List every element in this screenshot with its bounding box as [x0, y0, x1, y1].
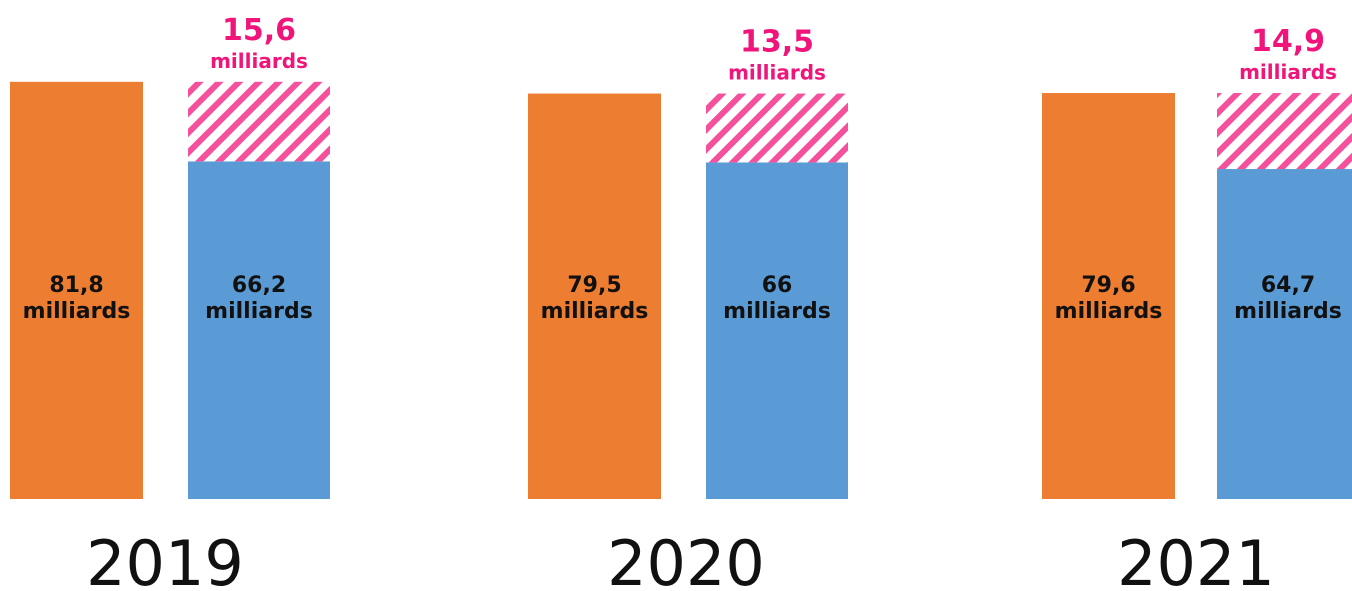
bar-unit-label-2-2021: milliards — [1234, 299, 1342, 324]
gap-value-label-2020: 13,5 — [740, 25, 814, 60]
bar-series-1-2020 — [528, 93, 661, 500]
bar-unit-label-1-2021: milliards — [1055, 299, 1163, 324]
bar-value-label-2-2021: 64,7 — [1261, 273, 1315, 298]
bar-group-2019: 81,8milliards66,2milliards15,6milliards2… — [10, 13, 330, 591]
gap-value-label-2019: 15,6 — [222, 13, 296, 48]
gap-value-label-2021: 14,9 — [1251, 24, 1325, 59]
bar-series-1-2019 — [10, 81, 143, 499]
bar-value-label-1-2019: 81,8 — [49, 273, 103, 298]
year-label-2020: 2020 — [607, 527, 765, 591]
gap-unit-label-2021: milliards — [1239, 60, 1337, 84]
bar-unit-label-1-2020: milliards — [541, 299, 649, 324]
gap-unit-label-2019: milliards — [210, 49, 308, 73]
year-label-2019: 2019 — [86, 527, 244, 591]
bar-unit-label-2-2019: milliards — [205, 299, 313, 324]
year-label-2021: 2021 — [1117, 527, 1275, 591]
bar-value-label-2-2019: 66,2 — [232, 273, 286, 298]
bar-value-label-1-2021: 79,6 — [1081, 273, 1135, 298]
bar-group-2021: 79,6milliards64,7milliards14,9milliards2… — [1042, 24, 1352, 591]
gap-segment-2020 — [706, 93, 848, 163]
bar-unit-label-2-2020: milliards — [723, 299, 831, 324]
gap-unit-label-2020: milliards — [728, 61, 826, 85]
bar-series-2-2019 — [188, 161, 330, 499]
gap-segment-2021 — [1217, 93, 1352, 170]
bar-value-label-2-2020: 66 — [762, 273, 793, 298]
bar-series-1-2021 — [1042, 93, 1175, 499]
bar-series-2-2021 — [1217, 169, 1352, 499]
bar-unit-label-1-2019: milliards — [23, 299, 131, 324]
bar-value-label-1-2020: 79,5 — [567, 273, 621, 298]
bar-series-2-2020 — [706, 162, 848, 499]
gap-segment-2019 — [188, 81, 330, 162]
bar-group-2020: 79,5milliards66milliards13,5milliards202… — [528, 25, 848, 591]
